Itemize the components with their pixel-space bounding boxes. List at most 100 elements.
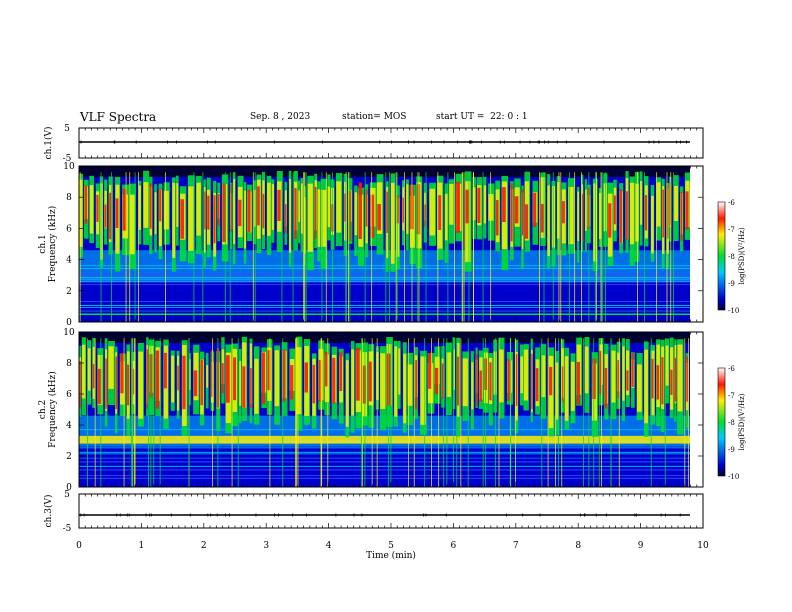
emission-red: [437, 195, 442, 231]
chart-title: VLF Spectra: [80, 110, 157, 124]
x-tick-label: 3: [263, 541, 269, 551]
emission-yellow: [345, 360, 349, 427]
emission-yellow: [555, 362, 559, 420]
x-tick-label: 4: [326, 541, 332, 551]
emission-yellow: [462, 358, 468, 407]
emission-red: [213, 195, 216, 244]
emission-yellow: [176, 183, 179, 227]
emission-red: [318, 360, 323, 402]
emission-red: [105, 358, 107, 409]
colorbar-tick-label: -8: [728, 419, 735, 427]
emission-yellow: [471, 362, 474, 410]
emission-red: [221, 363, 224, 394]
emission-red: [617, 360, 620, 399]
emission-red: [242, 366, 246, 408]
emission-red: [358, 182, 362, 239]
emission-yellow: [429, 188, 435, 236]
emission-red: [581, 194, 583, 242]
emission-red: [285, 204, 287, 234]
emission-red: [479, 370, 482, 402]
emission-yellow: [87, 348, 91, 391]
spectrogram-yellow-band: [79, 435, 690, 444]
colorbar-tick-label: -7: [728, 226, 735, 234]
emission-red: [159, 188, 162, 222]
emission-yellow: [82, 344, 86, 399]
emission-red: [115, 356, 117, 410]
emission-yellow: [446, 352, 451, 397]
spectrogram-top-band: [79, 332, 690, 343]
emission-red: [661, 357, 664, 405]
colorbar-tick-label: -10: [728, 473, 739, 481]
emission-red: [599, 350, 602, 395]
y-tick-label: 8: [66, 193, 72, 203]
emission-red: [531, 353, 533, 410]
y-tick-label: 6: [66, 224, 72, 234]
emission-red: [314, 186, 317, 239]
x-tick-label: 5: [388, 541, 394, 551]
emission-red: [441, 363, 444, 399]
emission-yellow: [636, 364, 642, 412]
emission-red: [96, 194, 99, 222]
emission-red: [521, 189, 524, 236]
emission-red: [312, 364, 316, 404]
emission-red: [365, 189, 368, 227]
emission-red: [631, 353, 634, 387]
emission-yellow: [307, 183, 313, 252]
emission-red: [217, 194, 220, 226]
emission-yellow: [677, 344, 683, 412]
emission-yellow: [396, 197, 400, 257]
emission-yellow: [644, 349, 648, 424]
emission-red: [386, 191, 388, 234]
emission-yellow: [635, 183, 639, 242]
spectrogram-background: [79, 166, 690, 322]
y-tick-label: 6: [66, 390, 72, 400]
y-tick-label: 4: [66, 421, 72, 431]
emission-red: [84, 185, 88, 224]
emission-red: [146, 349, 148, 408]
emission-red: [535, 368, 539, 402]
emission-yellow: [188, 359, 191, 390]
emission-red: [109, 192, 112, 240]
date-label: Sep. 8 , 2023: [250, 112, 311, 122]
emission-yellow: [394, 346, 398, 417]
emission-yellow: [129, 194, 135, 255]
emission-red: [626, 191, 628, 240]
emission-yellow: [407, 364, 413, 406]
emission-yellow: [420, 356, 426, 425]
emission-red: [180, 199, 185, 239]
emission-red: [356, 347, 360, 401]
emission-red: [515, 354, 518, 407]
spectrogram-ch1: [79, 166, 703, 322]
emission-yellow: [570, 361, 575, 411]
emission-yellow: [472, 187, 476, 221]
emission-red: [686, 356, 688, 402]
emission-red: [685, 191, 689, 230]
emission-yellow: [172, 182, 176, 258]
emission-yellow: [254, 358, 259, 414]
x-tick-label: 10: [697, 541, 709, 551]
emission-yellow: [138, 351, 144, 419]
emission-yellow: [380, 353, 386, 409]
emission-red: [428, 352, 432, 389]
emission-red: [267, 350, 271, 391]
colorbar-label: log(PSD)(V²/Hz): [738, 227, 746, 284]
spectrogram-no-data: [690, 332, 703, 487]
x-tick-label: 8: [575, 541, 581, 551]
panel-frame: [78, 493, 704, 529]
emission-red: [561, 366, 564, 403]
emission-red: [127, 364, 130, 406]
emission-red: [644, 195, 648, 231]
spectrogram-ch2: [79, 332, 703, 487]
emission-red: [250, 368, 252, 408]
emission-red: [662, 189, 665, 238]
emission-red: [666, 185, 669, 239]
emission-red: [669, 182, 671, 226]
emission-red: [680, 191, 683, 241]
emission-red: [230, 184, 232, 232]
emission-yellow: [444, 193, 449, 241]
emission-red: [562, 201, 565, 224]
emission-red: [149, 183, 152, 229]
emission-yellow: [398, 348, 401, 395]
emission-yellow: [629, 182, 635, 245]
emission-yellow: [547, 185, 550, 257]
